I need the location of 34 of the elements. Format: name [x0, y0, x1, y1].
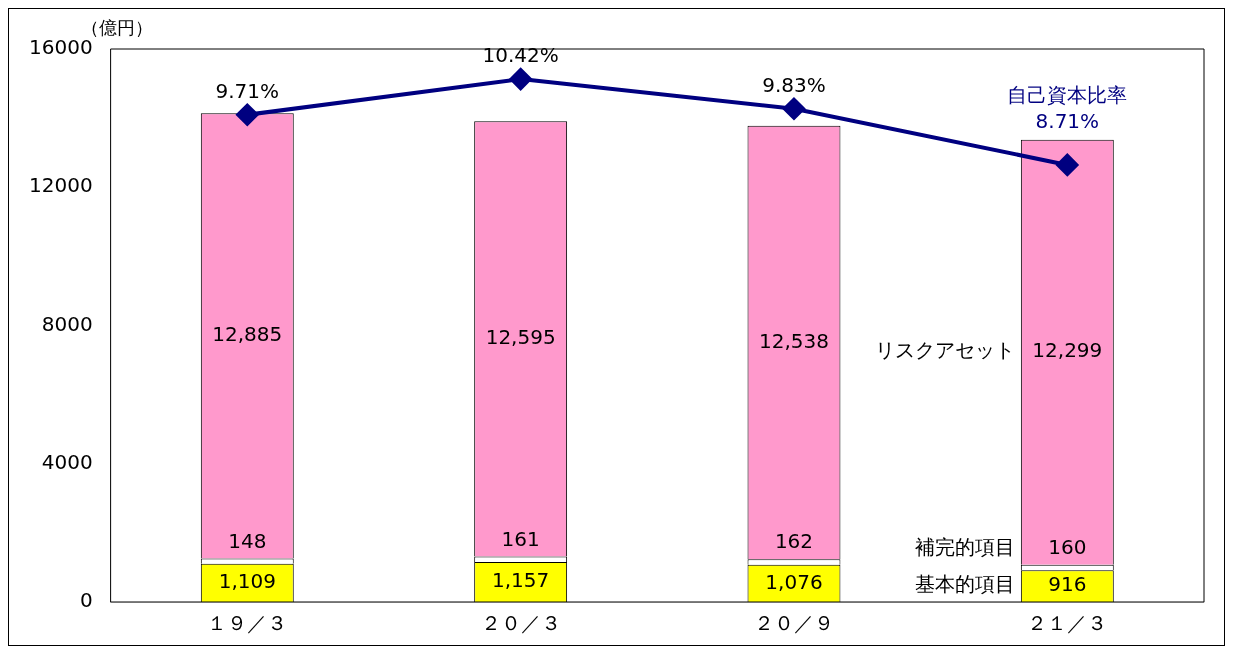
data-label: 10.42% — [482, 43, 559, 68]
data-label: 160 — [1048, 535, 1087, 560]
point — [782, 97, 805, 120]
data-label: 12,595 — [485, 324, 556, 349]
data-label: 1,109 — [218, 569, 276, 594]
data-label: 1,076 — [765, 569, 823, 594]
data-label: 148 — [228, 528, 267, 553]
series-label: 補完的項目 — [914, 535, 1015, 560]
data-label: 1,157 — [492, 568, 550, 593]
x-tick-label: １９／３ — [207, 611, 288, 636]
data-label: 12,299 — [1032, 338, 1103, 363]
data-label: 12,538 — [758, 328, 829, 353]
y-tick-label: 4000 — [41, 449, 93, 474]
x-tick-label: ２０／９ — [753, 611, 834, 636]
x-tick-label: ２０／３ — [480, 611, 561, 636]
data-label: 916 — [1048, 572, 1087, 597]
data-label: 161 — [501, 526, 540, 551]
text: 自己資本比率 — [1007, 82, 1128, 107]
series-label: 基本的項目 — [914, 572, 1015, 597]
data-label: 9.71% — [215, 78, 280, 103]
point — [1056, 153, 1079, 176]
y-tick-label: 16000 — [29, 35, 93, 60]
data-label: 8.71% — [1035, 108, 1100, 133]
y-axis-title: （億円） — [80, 16, 153, 38]
x-tick-label: ２１／３ — [1027, 611, 1108, 636]
point — [509, 68, 532, 91]
y-tick-label: 0 — [79, 588, 93, 613]
data-label: 12,885 — [212, 322, 283, 347]
y-tick-label: 12000 — [29, 173, 93, 198]
data-label: 162 — [774, 529, 814, 554]
y-tick-label: 8000 — [41, 311, 93, 336]
series-label: リスクアセット — [874, 338, 1015, 363]
point — [236, 103, 259, 126]
data-label: 9.83% — [762, 72, 826, 97]
